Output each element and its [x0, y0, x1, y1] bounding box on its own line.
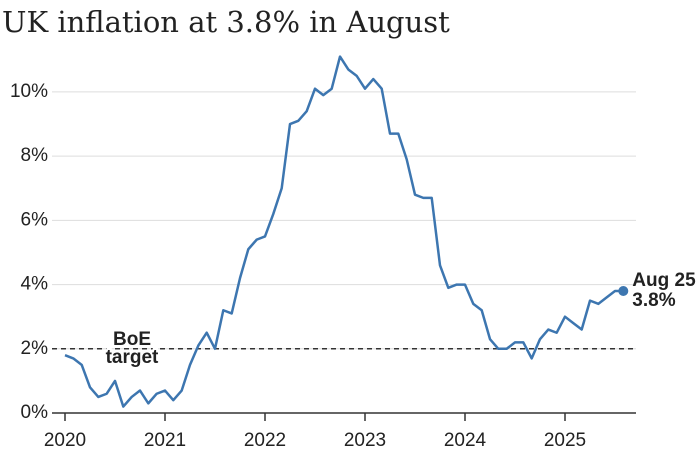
- y-tick-label: 6%: [21, 209, 49, 230]
- line: [64, 55, 624, 408]
- x-tick-label: 2023: [344, 430, 386, 451]
- x-tick-label: 2021: [144, 430, 186, 451]
- x-tick-label: 2024: [444, 430, 487, 451]
- y-tick-label: 10%: [10, 81, 48, 102]
- y-tick-label: 4%: [21, 274, 49, 295]
- y-tick-label: 8%: [21, 145, 49, 166]
- x-tick-label: 2022: [244, 430, 286, 451]
- value-label: 3.8%: [632, 290, 675, 311]
- end-point: [618, 285, 629, 296]
- end-label: Aug 25: [632, 270, 696, 291]
- y-tick-label: 0%: [21, 402, 49, 423]
- y-tick-label: 2%: [21, 338, 49, 359]
- reference-label: BoE: [113, 329, 151, 350]
- chart-title: UK inflation at 3.8% in August: [2, 5, 450, 39]
- x-tick-label: 2025: [544, 430, 586, 451]
- reference-label: target: [106, 347, 159, 368]
- x-tick-label: 2020: [44, 430, 86, 451]
